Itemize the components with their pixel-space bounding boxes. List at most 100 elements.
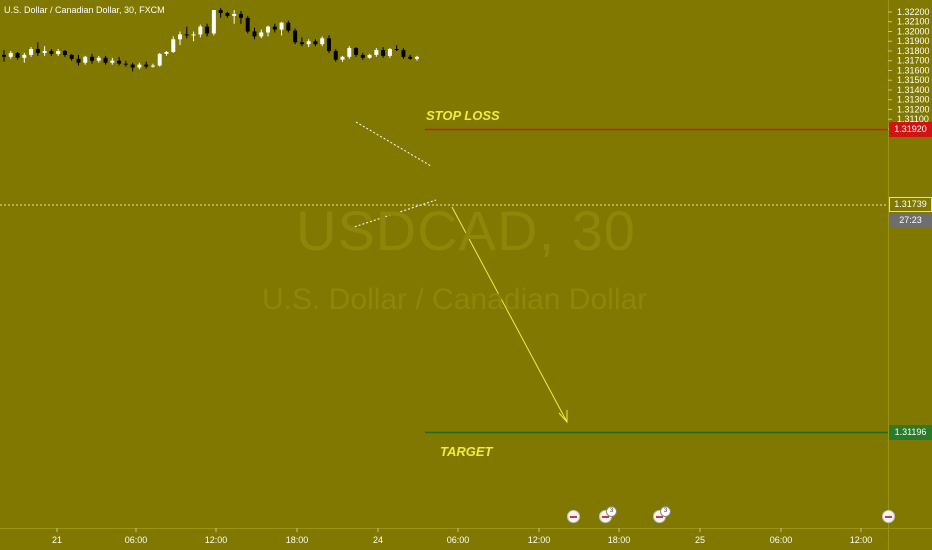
candle-up[interactable]	[211, 10, 216, 34]
candle-up[interactable]	[266, 26, 271, 33]
candle-down[interactable]	[408, 56, 413, 59]
candle-down[interactable]	[90, 56, 95, 61]
candle-up[interactable]	[29, 49, 34, 55]
candle-up[interactable]	[56, 50, 61, 54]
stop-loss-price-tag: 1.31920	[889, 122, 932, 137]
candle-down[interactable]	[333, 50, 338, 60]
candle-up[interactable]	[414, 56, 419, 59]
candle-up[interactable]	[279, 22, 284, 30]
candle-down[interactable]	[103, 57, 108, 63]
x-tick-label: 06:00	[125, 535, 148, 545]
candle-down[interactable]	[354, 48, 359, 55]
candle-up[interactable]	[347, 48, 352, 57]
bar-countdown-tag: 27:23	[889, 214, 932, 227]
symbol-title[interactable]: U.S. Dollar / Canadian Dollar, 30, FXCM	[4, 5, 165, 15]
y-tick-label: 1.31900	[897, 36, 930, 46]
candle-up[interactable]	[320, 38, 325, 45]
candle-down[interactable]	[205, 26, 210, 34]
candle-down[interactable]	[130, 64, 135, 68]
candle-up[interactable]	[171, 39, 176, 52]
x-tick-label: 12:00	[528, 535, 551, 545]
candle-up[interactable]	[157, 53, 162, 66]
y-tick-label: 1.32200	[897, 7, 930, 17]
candle-up[interactable]	[374, 50, 379, 55]
target-label[interactable]: TARGET	[440, 444, 493, 459]
candle-down[interactable]	[293, 30, 298, 43]
candle-up[interactable]	[340, 56, 345, 60]
candle-up[interactable]	[198, 26, 203, 35]
candle-up[interactable]	[22, 54, 27, 58]
symbol-watermark: USDCAD, 30	[296, 199, 636, 262]
candle-down[interactable]	[238, 13, 243, 18]
triangle-lower-trendline[interactable]	[350, 199, 437, 229]
candle-down[interactable]	[272, 26, 277, 30]
candle-down[interactable]	[184, 34, 189, 36]
candle-down[interactable]	[245, 17, 250, 32]
candle-down[interactable]	[299, 42, 304, 45]
candle-down[interactable]	[218, 10, 223, 13]
candle-down[interactable]	[394, 49, 399, 51]
candle-up[interactable]	[83, 56, 88, 63]
candle-down[interactable]	[49, 50, 54, 54]
y-tick-label: 1.32100	[897, 17, 930, 27]
candle-up[interactable]	[306, 41, 311, 45]
candle-up[interactable]	[259, 32, 264, 37]
candle-down[interactable]	[117, 60, 122, 64]
candle-down[interactable]	[69, 54, 74, 59]
y-tick-label: 1.31800	[897, 46, 930, 56]
economic-event-icon[interactable]	[567, 510, 580, 523]
candles-group	[2, 8, 419, 72]
x-tick-label: 06:00	[447, 535, 470, 545]
stop-loss-label[interactable]: STOP LOSS	[426, 108, 500, 123]
candle-down[interactable]	[326, 38, 331, 51]
x-tick-label: 18:00	[286, 535, 309, 545]
candle-down[interactable]	[2, 54, 6, 57]
y-tick-label: 1.31400	[897, 85, 930, 95]
time-axis[interactable]: 21 06:00 12:00 18:00 24 06:00 12:00 18:00 25 06:0…	[52, 528, 872, 545]
candle-up[interactable]	[367, 54, 372, 58]
candle-up[interactable]	[8, 52, 13, 57]
y-tick-label: 1.31300	[897, 95, 930, 105]
candle-down[interactable]	[401, 50, 406, 57]
triangle-upper-trendline[interactable]	[355, 121, 432, 167]
x-tick-label: 06:00	[770, 535, 793, 545]
x-tick-label: 24	[373, 535, 383, 545]
candle-down[interactable]	[123, 63, 128, 65]
candle-up[interactable]	[96, 57, 101, 61]
candle-down[interactable]	[252, 31, 257, 37]
candle-down[interactable]	[35, 49, 40, 53]
candle-down[interactable]	[144, 64, 149, 67]
description-watermark: U.S. Dollar / Canadian Dollar	[262, 283, 648, 316]
y-tick-label: 1.31200	[897, 104, 930, 114]
candle-down[interactable]	[286, 22, 291, 31]
y-tick-label: 1.32000	[897, 26, 930, 36]
x-tick-label: 18:00	[608, 535, 631, 545]
candle-down[interactable]	[381, 50, 386, 56]
candle-down[interactable]	[76, 58, 81, 63]
candle-up[interactable]	[191, 34, 196, 36]
y-tick-label: 1.31100	[897, 114, 929, 124]
candle-down[interactable]	[15, 52, 20, 58]
candle-up[interactable]	[150, 65, 155, 67]
candle-down[interactable]	[360, 54, 365, 58]
candle-up[interactable]	[178, 34, 183, 40]
price-axis[interactable]: 1.322001.321001.320001.319001.318001.317…	[888, 7, 930, 134]
candle-up[interactable]	[232, 13, 237, 16]
candle-down[interactable]	[313, 41, 318, 45]
candle-up[interactable]	[137, 64, 142, 68]
candle-up[interactable]	[164, 51, 169, 54]
forecast-arrow[interactable]	[451, 206, 568, 423]
target-price-tag: 1.31196	[889, 425, 932, 440]
candle-up[interactable]	[42, 50, 47, 53]
y-tick-label: 1.31600	[897, 65, 930, 75]
x-tick-label: 21	[52, 535, 62, 545]
candle-down[interactable]	[225, 12, 230, 16]
candle-up[interactable]	[387, 49, 392, 56]
current-price-tag: 1.31739	[889, 197, 932, 212]
x-tick-label: 12:00	[850, 535, 873, 545]
candle-up[interactable]	[110, 60, 115, 63]
candle-down[interactable]	[62, 50, 67, 55]
forecast-arrow-head	[558, 410, 568, 424]
economic-event-icon[interactable]	[882, 510, 895, 523]
